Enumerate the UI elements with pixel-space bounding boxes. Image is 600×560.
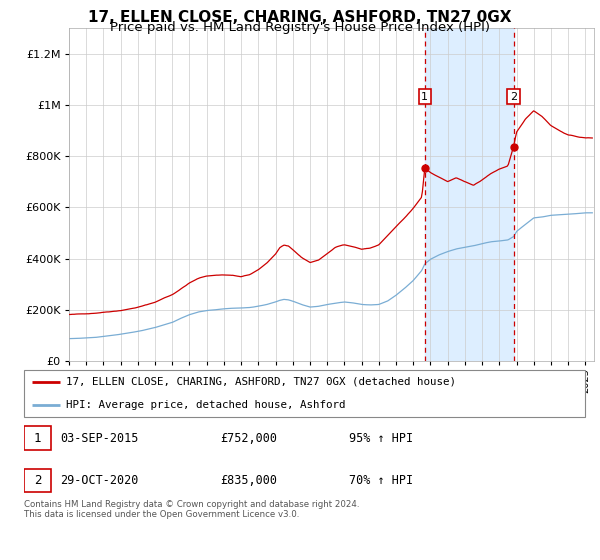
FancyBboxPatch shape bbox=[24, 469, 51, 492]
Text: Contains HM Land Registry data © Crown copyright and database right 2024.
This d: Contains HM Land Registry data © Crown c… bbox=[24, 500, 359, 519]
Text: 29-OCT-2020: 29-OCT-2020 bbox=[61, 474, 139, 487]
FancyBboxPatch shape bbox=[24, 370, 585, 417]
Text: £835,000: £835,000 bbox=[220, 474, 277, 487]
Text: 17, ELLEN CLOSE, CHARING, ASHFORD, TN27 0GX: 17, ELLEN CLOSE, CHARING, ASHFORD, TN27 … bbox=[88, 10, 512, 25]
Text: 1: 1 bbox=[421, 92, 428, 102]
Text: 95% ↑ HPI: 95% ↑ HPI bbox=[349, 432, 413, 445]
Text: 17, ELLEN CLOSE, CHARING, ASHFORD, TN27 0GX (detached house): 17, ELLEN CLOSE, CHARING, ASHFORD, TN27 … bbox=[66, 376, 456, 386]
Bar bbox=[425, 28, 514, 361]
Text: 2: 2 bbox=[510, 92, 517, 102]
Text: 2: 2 bbox=[34, 474, 41, 487]
Text: 1: 1 bbox=[34, 432, 41, 445]
FancyBboxPatch shape bbox=[24, 427, 51, 450]
Text: £752,000: £752,000 bbox=[220, 432, 277, 445]
Text: 03-SEP-2015: 03-SEP-2015 bbox=[61, 432, 139, 445]
Text: HPI: Average price, detached house, Ashford: HPI: Average price, detached house, Ashf… bbox=[66, 400, 346, 410]
Text: Price paid vs. HM Land Registry's House Price Index (HPI): Price paid vs. HM Land Registry's House … bbox=[110, 21, 490, 34]
Text: 70% ↑ HPI: 70% ↑ HPI bbox=[349, 474, 413, 487]
